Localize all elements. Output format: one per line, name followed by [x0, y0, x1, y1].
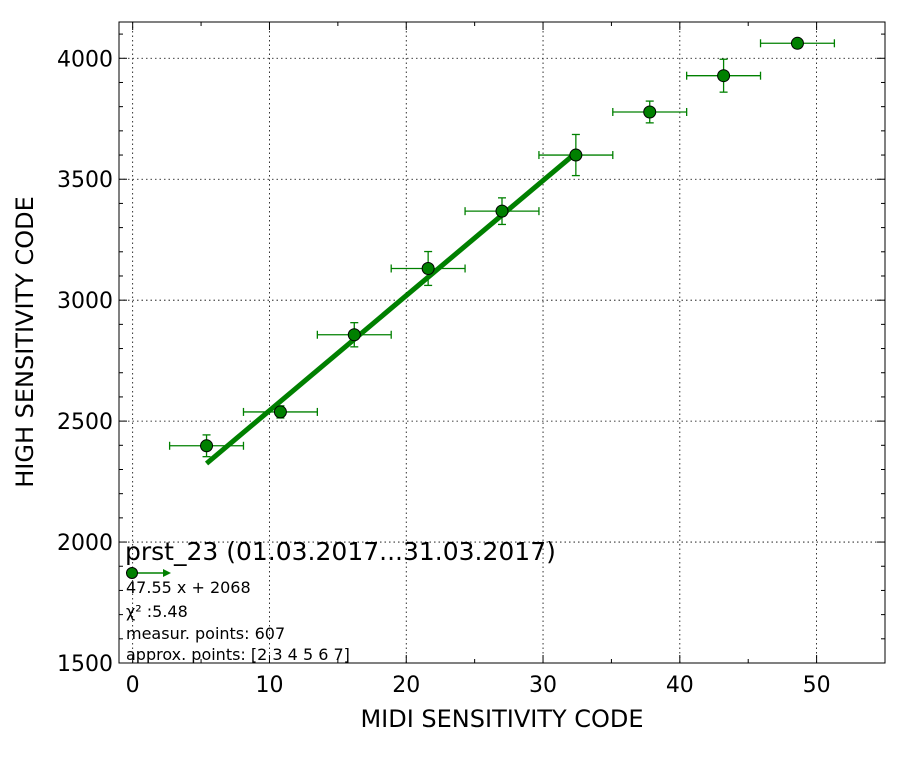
- data-point: [421, 261, 435, 275]
- data-point-group: [242, 405, 318, 419]
- data-point: [569, 148, 583, 162]
- data-point: [717, 69, 731, 83]
- y-tick-label: 4000: [57, 47, 113, 72]
- legend: 47.55 x + 2068 χ² :5.48 measur. points: …: [126, 567, 350, 664]
- x-axis-label: MIDI SENSITIVITY CODE: [360, 705, 643, 733]
- plot-frame: [118, 21, 886, 664]
- data-point: [790, 36, 804, 50]
- ticks: [119, 22, 885, 664]
- data-point-group: [464, 197, 540, 226]
- legend-arrow-icon: [163, 569, 171, 577]
- x-tick-label: 10: [255, 673, 283, 698]
- plot-background: [119, 22, 885, 663]
- y-tick-label: 2500: [57, 410, 113, 435]
- x-tick-label: 20: [392, 673, 420, 698]
- legend-measured-points: measur. points: 607: [126, 624, 285, 643]
- data-point: [273, 405, 287, 419]
- data-point-group: [168, 434, 245, 458]
- data-point-group: [612, 100, 688, 124]
- data-point-group: [686, 58, 762, 93]
- y-tick-label: 3000: [57, 289, 113, 314]
- y-tick-labels: 1500 2000 2500 3000 3500 4000: [57, 47, 113, 677]
- legend-marker: [126, 567, 138, 579]
- legend-chi-squared: χ² :5.48: [126, 602, 188, 621]
- x-tick-label: 0: [126, 673, 140, 698]
- legend-fit-equation: 47.55 x + 2068: [126, 578, 251, 597]
- x-tick-label: 40: [666, 673, 694, 698]
- data-points: [168, 36, 836, 458]
- x-tick-labels: 0 10 20 30 40 50: [126, 673, 831, 698]
- y-tick-label: 3500: [57, 168, 113, 193]
- x-tick-label: 50: [803, 673, 831, 698]
- data-point: [495, 204, 509, 218]
- data-point: [347, 328, 361, 342]
- x-tick-label: 30: [529, 673, 557, 698]
- y-tick-label: 1500: [57, 652, 113, 677]
- y-axis-label: HIGH SENSITIVITY CODE: [11, 196, 39, 488]
- legend-approx-points: approx. points: [2 3 4 5 6 7]: [126, 645, 350, 664]
- data-point: [643, 105, 657, 119]
- data-point-group: [390, 250, 466, 287]
- grid: [119, 22, 885, 663]
- data-point-group: [759, 36, 836, 50]
- chart-title: prst_23 (01.03.2017...31.03.2017): [125, 537, 556, 566]
- data-point: [200, 439, 214, 453]
- y-tick-label: 2000: [57, 531, 113, 556]
- data-point-group: [538, 133, 614, 177]
- data-point-group: [316, 322, 392, 348]
